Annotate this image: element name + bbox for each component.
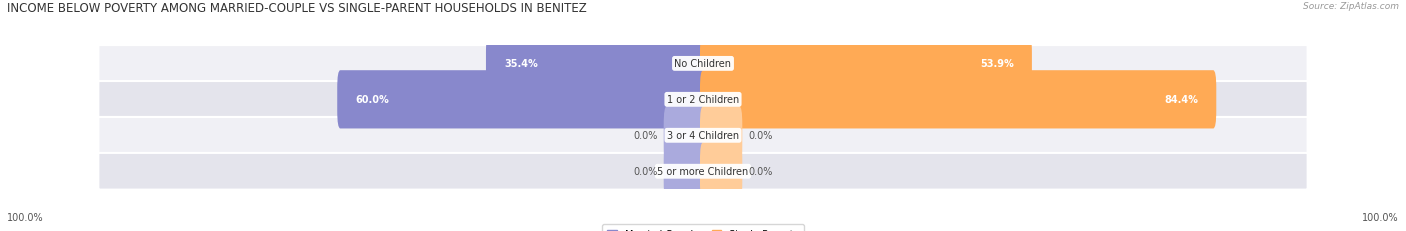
- FancyBboxPatch shape: [486, 35, 706, 93]
- Text: INCOME BELOW POVERTY AMONG MARRIED-COUPLE VS SINGLE-PARENT HOUSEHOLDS IN BENITEZ: INCOME BELOW POVERTY AMONG MARRIED-COUPL…: [7, 2, 586, 15]
- Text: 100.0%: 100.0%: [1362, 212, 1399, 222]
- FancyBboxPatch shape: [700, 71, 1216, 129]
- Text: 60.0%: 60.0%: [356, 95, 389, 105]
- Text: No Children: No Children: [675, 59, 731, 69]
- Text: 35.4%: 35.4%: [505, 59, 538, 69]
- Text: 1 or 2 Children: 1 or 2 Children: [666, 95, 740, 105]
- Text: Source: ZipAtlas.com: Source: ZipAtlas.com: [1303, 2, 1399, 11]
- Text: 53.9%: 53.9%: [980, 59, 1014, 69]
- Text: 3 or 4 Children: 3 or 4 Children: [666, 131, 740, 141]
- Text: 0.0%: 0.0%: [633, 131, 658, 141]
- FancyBboxPatch shape: [337, 71, 706, 129]
- Text: 84.4%: 84.4%: [1164, 95, 1198, 105]
- Text: 0.0%: 0.0%: [633, 167, 658, 176]
- FancyBboxPatch shape: [98, 153, 1308, 190]
- FancyBboxPatch shape: [700, 107, 742, 165]
- Text: 100.0%: 100.0%: [7, 212, 44, 222]
- FancyBboxPatch shape: [700, 143, 742, 201]
- FancyBboxPatch shape: [700, 35, 1032, 93]
- Text: 0.0%: 0.0%: [748, 131, 773, 141]
- Text: 5 or more Children: 5 or more Children: [658, 167, 748, 176]
- FancyBboxPatch shape: [98, 117, 1308, 154]
- FancyBboxPatch shape: [98, 82, 1308, 118]
- Legend: Married Couples, Single Parents: Married Couples, Single Parents: [602, 224, 804, 231]
- FancyBboxPatch shape: [664, 143, 706, 201]
- FancyBboxPatch shape: [664, 107, 706, 165]
- FancyBboxPatch shape: [98, 46, 1308, 82]
- Text: 0.0%: 0.0%: [748, 167, 773, 176]
